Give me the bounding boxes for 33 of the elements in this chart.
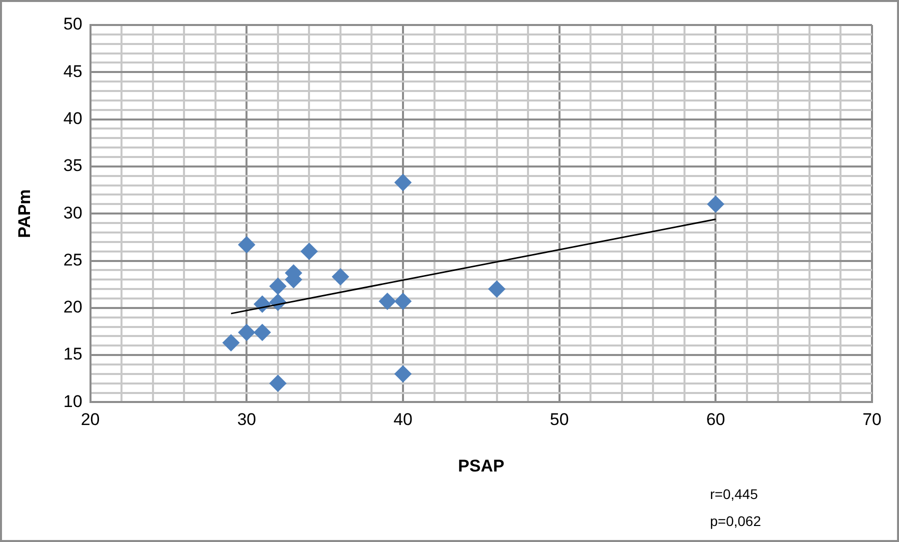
text: r=0,445 (710, 486, 758, 502)
y-tick-label: 50 (63, 14, 82, 34)
x-tick-label: 30 (237, 410, 256, 430)
point (394, 365, 412, 382)
y-tick-label: 35 (63, 156, 82, 176)
y-tick-label: 20 (63, 298, 82, 317)
point (394, 174, 412, 191)
point (707, 196, 724, 213)
point (222, 334, 240, 352)
point (394, 292, 412, 310)
x-tick-label: 60 (706, 410, 726, 430)
x-tick-label: 40 (394, 410, 412, 430)
text: p=0,062 (710, 512, 762, 529)
y-tick-label: 45 (63, 62, 82, 81)
x-axis-title: PSAP (458, 456, 504, 476)
y-tick-label: 30 (63, 203, 82, 222)
x-tick-label: 70 (862, 410, 882, 430)
point (332, 268, 349, 286)
point (238, 236, 256, 254)
point (269, 374, 286, 392)
y-tick-label: 15 (63, 344, 82, 364)
point (254, 324, 271, 341)
y-tick-label: 40 (63, 108, 82, 128)
x-tick-label: 20 (80, 410, 100, 430)
point (300, 242, 318, 260)
x-tick-label: 50 (550, 410, 569, 430)
point (238, 324, 256, 341)
y-axis-title: PAPm (14, 189, 34, 238)
point (269, 278, 286, 295)
y-tick-label: 25 (63, 250, 82, 270)
y-tick-label: 10 (63, 392, 82, 411)
point (488, 280, 506, 298)
point (378, 292, 396, 310)
